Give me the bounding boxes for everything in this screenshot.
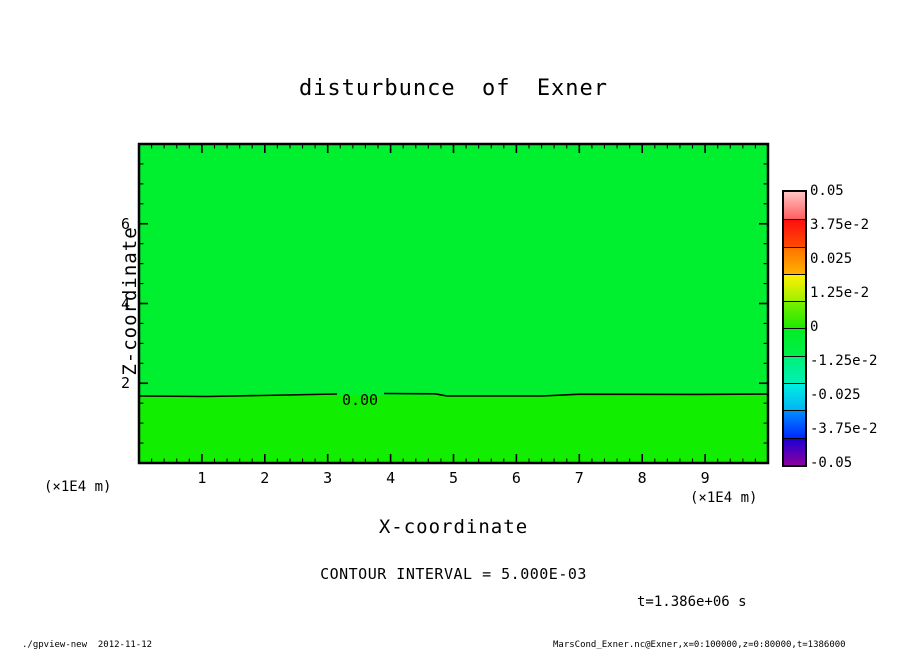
zero-contour-line [383,392,769,397]
y-tick-label: 6 [120,214,130,233]
x-unit-label: (×1E4 m) [690,490,758,506]
x-tick-label: 5 [448,469,459,487]
x-tick-label: 3 [323,469,333,487]
region-above-zero-contour [139,144,768,396]
x-tick-label: 4 [386,469,396,487]
x-tick-label: 2 [260,469,270,487]
x-axis-label: X-coordinate [378,516,529,538]
colorbar-label: 0 [810,319,819,335]
y-axis-label-wrap: Z-coordinate [60,170,141,430]
colorbar-label: -0.025 [810,387,861,403]
colorbar-segment [784,273,805,302]
colorbar-segment [784,328,805,356]
colorbar-label: 0.025 [810,251,853,267]
colorbar-label: -1.25e-2 [810,353,878,369]
colorbar-segment [784,219,805,247]
colorbar-segment [784,437,805,465]
colorbar-label: 1.25e-2 [810,285,870,301]
y-unit-label: (×1E4 m) [44,479,112,495]
y-tick-label: 4 [120,294,130,313]
colorbar [782,190,807,467]
colorbar-segment [784,192,805,220]
plot-title: disturbunce of Exner [298,76,609,101]
x-tick-label: 8 [637,469,647,487]
y-tick-label: 2 [120,374,130,393]
zero-contour-line [138,393,338,398]
contour-interval-note: CONTOUR INTERVAL = 5.000E-03 [320,565,587,583]
colorbar-segment [784,246,805,274]
contour-plot-area: 0.00 [137,142,770,465]
region-below-zero-contour [139,396,768,463]
colorbar-label: -3.75e-2 [810,421,878,437]
colorbar-segment [784,355,805,384]
zero-contour-label: 0.00 [342,391,378,409]
footer-command-text: ./gpview-new 2012-11-12 [22,640,153,650]
plot-frame [137,142,770,465]
x-tick-label: 6 [511,469,521,487]
x-tick-label: 1 [197,469,207,487]
colorbar-label: -0.05 [810,455,853,471]
colorbar-label: 0.05 [810,183,844,199]
footer-source-text: MarsCond_Exner.nc@Exner,x=0:100000,z=0:8… [553,640,846,650]
time-annotation: t=1.386e+06 s [637,594,747,610]
colorbar-segment [784,383,805,411]
x-tick-label: 7 [574,469,584,487]
x-tick-label: 9 [700,469,710,487]
colorbar-segment [784,410,805,438]
colorbar-segment [784,301,805,329]
colorbar-label: 3.75e-2 [810,217,870,233]
